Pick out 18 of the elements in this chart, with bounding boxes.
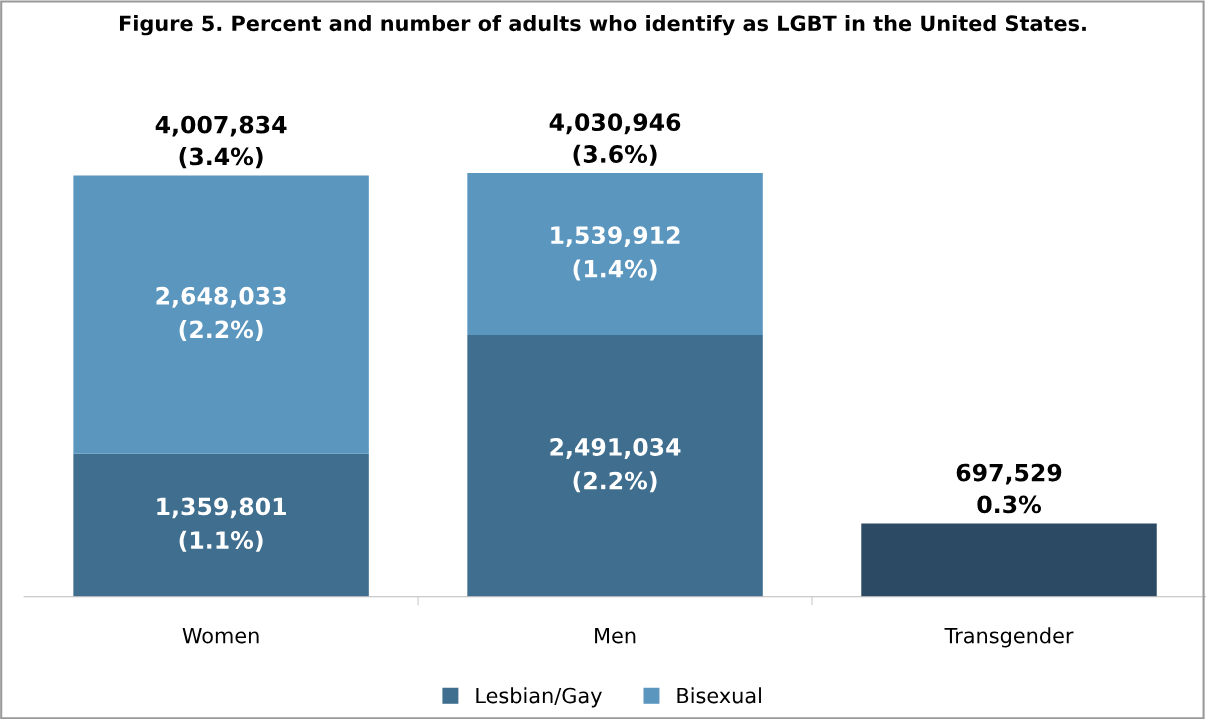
x-tick-label: Transgender: [944, 627, 1074, 648]
bar: [467, 173, 763, 335]
legend-label: Bisexual: [677, 687, 761, 704]
bar: [861, 523, 1157, 597]
chart-title: Figure 5. Percent and number of adults who identify as LGBT in the United States.: [119, 15, 1086, 36]
x-tick-label: Men: [595, 627, 636, 644]
data-label: 1,539,912 (1.4%): [551, 226, 680, 281]
total-label: 4,007,834 (3.4%): [155, 115, 287, 169]
total-label: 4,030,946 (3.6%): [549, 113, 681, 166]
x-tick-label: Women: [182, 627, 259, 644]
bar: [73, 175, 369, 454]
data-label: 1,359,801 (1.1%): [157, 497, 286, 552]
total-label: 697,529 0.3%: [956, 463, 1062, 514]
data-label: 2,648,033 (2.2%): [156, 286, 286, 342]
legend-label: Lesbian/Gay: [476, 687, 602, 708]
bar: [73, 453, 369, 597]
data-label: 2,491,034 (2.2%): [550, 438, 681, 493]
bar: [467, 334, 763, 597]
